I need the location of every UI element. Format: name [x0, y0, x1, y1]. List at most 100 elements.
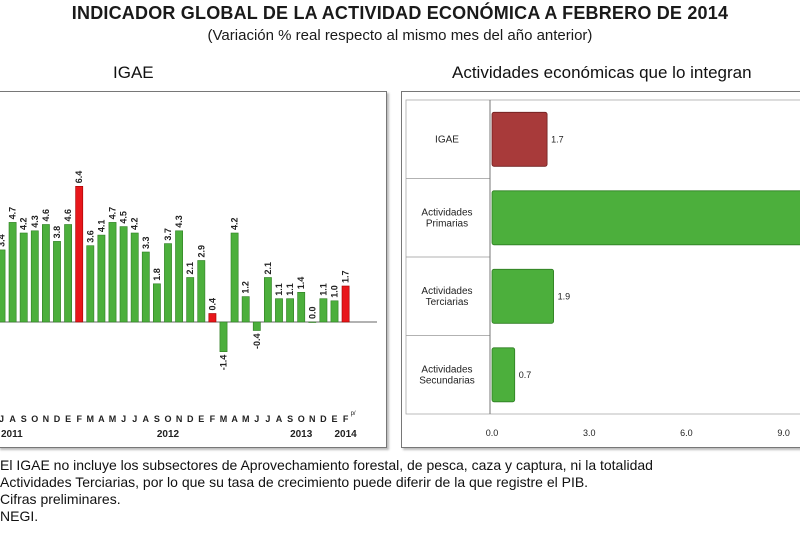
footnote-1: El IGAE no incluye los subsectores de Ap… [0, 457, 653, 473]
igae-value-label: -1.4 [219, 355, 229, 371]
igae-value-label: 1.1 [274, 283, 284, 296]
page-subtitle: (Variación % real respecto al mismo mes … [207, 27, 593, 44]
igae-value-label: 0.0 [307, 306, 317, 319]
igae-bar [308, 321, 317, 323]
activities-chart-frame: 1.7 IGAE Actividades Primarias 1.9 Actividade… [401, 91, 800, 448]
activities-category-label: Primarias [426, 218, 468, 229]
igae-bar [130, 232, 139, 323]
igae-month-label: A [276, 414, 283, 424]
igae-month-label: A [9, 414, 16, 424]
igae-bar [164, 243, 172, 323]
igae-bar [30, 230, 39, 323]
igae-month-label: A [143, 414, 150, 424]
igae-month-label: S [287, 414, 293, 424]
activities-category-label: IGAE [435, 134, 459, 145]
igae-value-label: 0.4 [207, 298, 217, 311]
igae-month-label: F [76, 414, 82, 424]
igae-value-label: 4.3 [30, 215, 40, 228]
igae-value-label: 4.2 [19, 217, 29, 230]
igae-month-label: A [98, 414, 105, 424]
igae-value-label: 4.2 [230, 217, 240, 230]
igae-bar [141, 251, 150, 323]
activities-value-label: 1.9 [558, 291, 571, 301]
igae-bar [97, 234, 106, 323]
activities-x-tick: 3.0 [583, 428, 596, 438]
activities-category-label: Actividades [421, 286, 472, 297]
igae-bar [86, 245, 95, 323]
activities-value-label: 1.7 [551, 134, 564, 144]
igae-month-label: N [176, 414, 183, 424]
igae-month-label: O [298, 414, 305, 424]
igae-value-label: 3.3 [141, 236, 151, 249]
igae-month-label: J [265, 414, 270, 424]
igae-bar [175, 230, 183, 323]
activities-bar [491, 190, 800, 246]
igae-value-label: 6.4 [74, 171, 84, 184]
igae-month-label: J [132, 414, 137, 424]
igae-month-label: D [54, 414, 61, 424]
igae-month-label: D [320, 414, 327, 424]
igae-value-label: 4.6 [63, 209, 73, 222]
igae-bar [219, 321, 228, 353]
igae-bar [241, 296, 250, 323]
igae-bar [230, 232, 239, 323]
igae-month-label: M [242, 414, 250, 424]
igae-value-label: 3.4 [0, 234, 7, 247]
igae-bar [263, 277, 272, 323]
igae-value-label: 4.7 [8, 207, 18, 220]
igae-value-label: 4.2 [130, 217, 140, 230]
igae-month-label: S [21, 414, 27, 424]
igae-year-label: 2012 [157, 429, 180, 440]
igae-bar [286, 298, 294, 323]
activities-chart-title: Actividades económicas que lo integran [452, 63, 752, 82]
igae-year-label: 2011 [1, 429, 23, 440]
igae-value-label: 2.1 [185, 262, 195, 275]
igae-value-label: 4.5 [119, 211, 129, 224]
igae-month-label: M [87, 414, 95, 424]
igae-month-label: O [164, 414, 171, 424]
igae-month-label: E [331, 414, 337, 424]
igae-value-label: 1.8 [152, 268, 162, 281]
footnote-4: NEGI. [0, 508, 39, 524]
igae-month-label: M [109, 414, 117, 424]
igae-chart-frame: 3.4 J 4.7 A 4.2 S 4.3 O 4.6 N 3.8 D 4.6 E 6.4 F 3.6 M 4.1 A… [0, 91, 387, 448]
activities-value-label: 0.7 [519, 370, 532, 380]
igae-value-label: 1.0 [330, 285, 340, 298]
igae-month-label: J [121, 414, 126, 424]
igae-month-label: F [210, 414, 216, 424]
igae-chart-title: IGAE [113, 63, 154, 82]
igae-value-label: 3.6 [85, 230, 95, 243]
igae-value-label: 4.1 [96, 220, 106, 233]
activities-category-label: Actividades [421, 364, 472, 375]
igae-bar [319, 298, 328, 323]
igae-year-label: 2014 [334, 429, 357, 440]
igae-value-label: 1.7 [341, 270, 351, 283]
footnote-2: Actividades Terciarias, por lo que su ta… [0, 474, 589, 490]
activities-x-tick: 6.0 [680, 428, 693, 438]
igae-value-label: 1.1 [285, 283, 295, 296]
igae-month-label: S [154, 414, 160, 424]
igae-bar [41, 224, 50, 323]
igae-bar [197, 260, 206, 323]
activities-category-label: Terciarias [426, 297, 469, 308]
activities-category-label: Secundarias [419, 375, 475, 386]
igae-month-label: J [0, 414, 4, 424]
igae-value-label: 2.1 [263, 262, 273, 275]
igae-value-label: 1.2 [241, 281, 251, 294]
igae-bar [19, 232, 28, 323]
igae-value-label: -0.4 [252, 334, 262, 350]
igae-month-label: A [231, 414, 238, 424]
igae-bar [297, 292, 306, 323]
igae-value-label: 2.9 [196, 245, 206, 258]
igae-value-label: 1.1 [318, 283, 328, 296]
igae-month-label: F [343, 414, 349, 424]
activities-category-label: Actividades [421, 207, 472, 218]
igae-year-label: 2013 [290, 429, 313, 440]
igae-value-label: 4.3 [174, 215, 184, 228]
igae-bar [53, 241, 61, 323]
igae-month-label: E [65, 414, 71, 424]
activities-bar [491, 347, 516, 403]
igae-bar [275, 298, 283, 323]
igae-value-label: 1.4 [296, 277, 306, 290]
footnote-3: Cifras preliminares. [0, 491, 121, 507]
